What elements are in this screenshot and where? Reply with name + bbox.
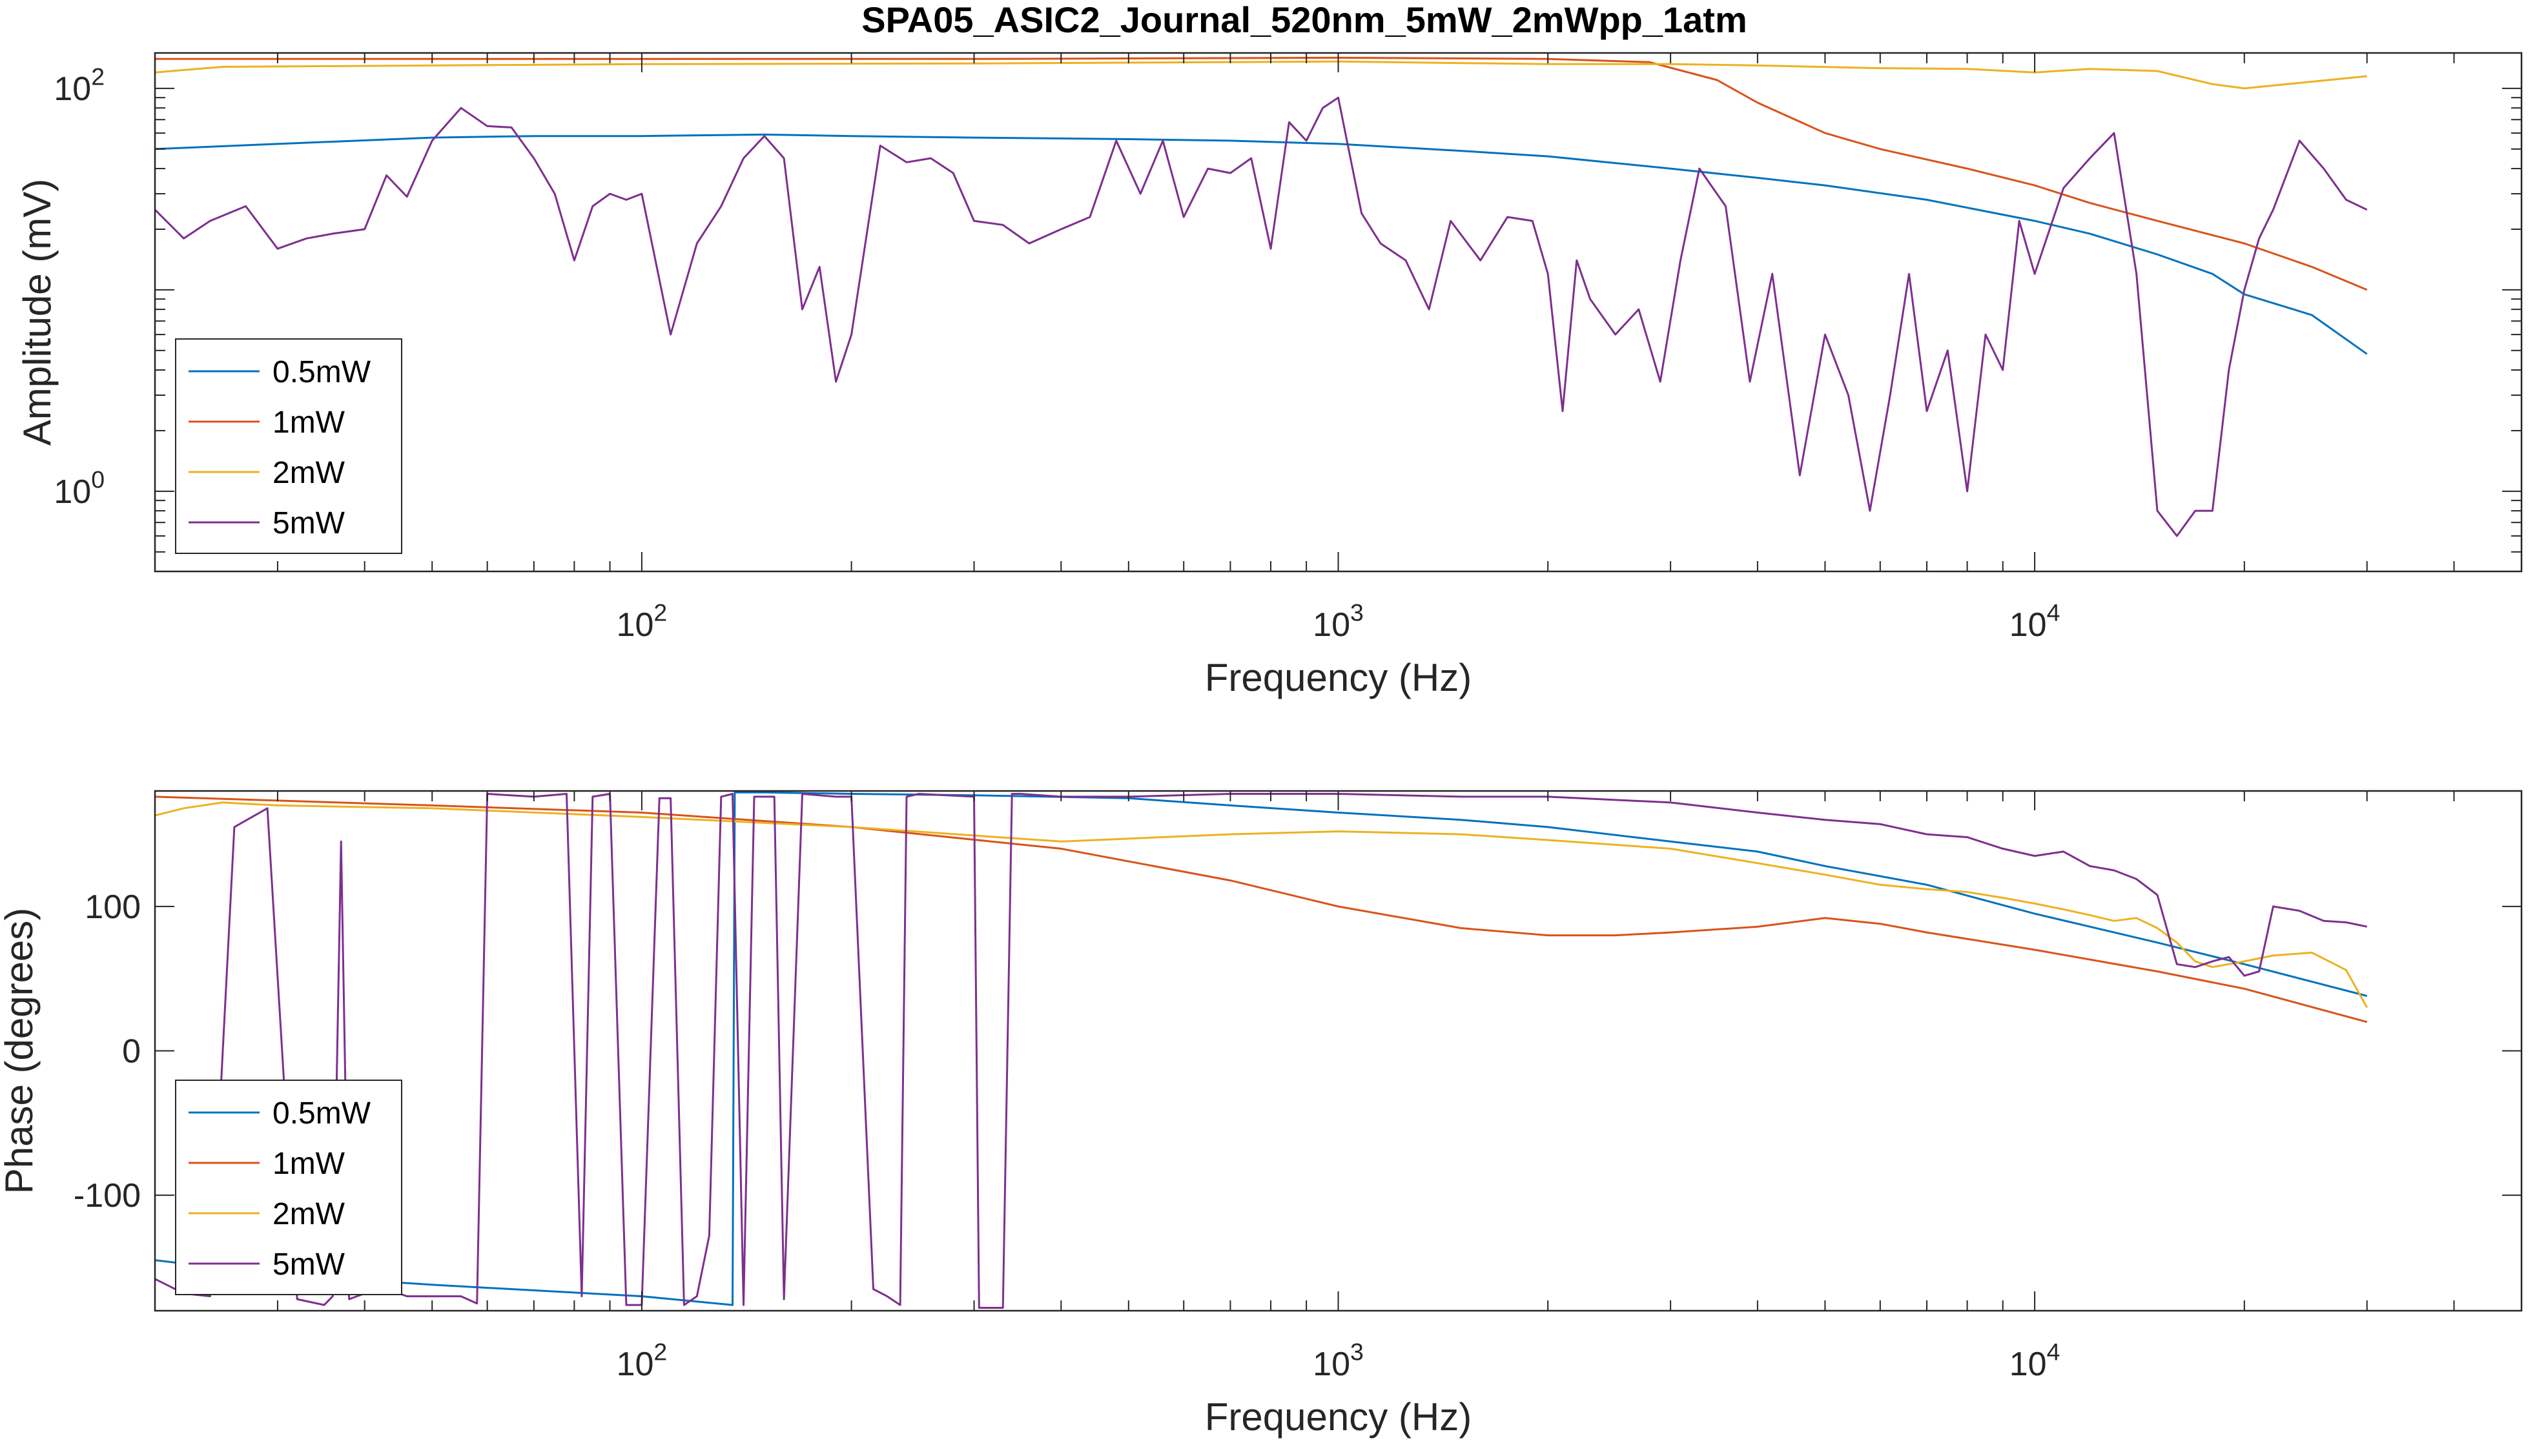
x-ticks: [154, 791, 2522, 1311]
legend-label-0.5mW: 0.5mW: [272, 355, 371, 389]
y-ticks: [155, 905, 2522, 1196]
plot-area: [155, 791, 2522, 1311]
plot-area: [155, 53, 2522, 571]
legend-box: [175, 338, 402, 554]
x-tick-label: 104: [2009, 599, 2060, 644]
legend-label-5mW: 5mW: [272, 506, 345, 540]
series-group: [155, 791, 2368, 1309]
legend-label-1mW: 1mW: [272, 405, 345, 440]
legend: 0.5mW 1mW 2mW 5mW: [175, 338, 402, 554]
series-line-0.5mW: [155, 133, 2368, 355]
series-line-1mW: [155, 56, 2368, 291]
y-axis-label: Phase (degrees): [0, 908, 41, 1195]
x-ticks: [154, 53, 2522, 571]
y-tick-label: 102: [54, 63, 105, 108]
x-axis-label: Frequency (Hz): [1205, 656, 1472, 699]
legend-label-1mW: 1mW: [272, 1147, 345, 1181]
series-line-0.5mW: [155, 791, 2368, 1306]
series-line-5mW: [155, 96, 2368, 537]
y-tick-label: 100: [54, 466, 105, 510]
x-tick-label: 102: [617, 599, 668, 644]
series-line-2mW: [155, 801, 2368, 1009]
series-line-5mW: [155, 793, 2368, 1309]
x-axis-label: Frequency (Hz): [1205, 1395, 1472, 1439]
y-tick-label: -100: [74, 1177, 141, 1215]
x-tick-label: 104: [2009, 1338, 2060, 1383]
figure-title: SPA05_ASIC2_Journal_520nm_5mW_2mWpp_1atm: [861, 0, 1747, 40]
x-tick-label: 102: [617, 1338, 668, 1383]
y-axis-label: Amplitude (mV): [15, 179, 59, 446]
legend: 0.5mW 1mW 2mW 5mW: [175, 1080, 402, 1295]
y-ticks: [155, 87, 2522, 572]
legend-label-2mW: 2mW: [272, 1197, 345, 1231]
x-tick-label: 103: [1313, 599, 1364, 644]
legend-label-5mW: 5mW: [272, 1247, 345, 1282]
amplitude-panel: 102 103 104 100 102 Frequency (Hz) Amplitude (…: [15, 52, 2523, 699]
series-line-2mW: [155, 60, 2367, 90]
legend-label-0.5mW: 0.5mW: [272, 1096, 371, 1131]
legend-label-2mW: 2mW: [272, 456, 345, 490]
series-group: [155, 56, 2368, 537]
legend-box: [175, 1080, 402, 1295]
y-tick-label: 100: [85, 888, 141, 926]
y-tick-label: 0: [122, 1033, 141, 1071]
phase-panel: 102 103 104 -100 0 100 Frequency (Hz) Phase (de…: [0, 790, 2523, 1439]
x-tick-label: 103: [1313, 1338, 1364, 1383]
